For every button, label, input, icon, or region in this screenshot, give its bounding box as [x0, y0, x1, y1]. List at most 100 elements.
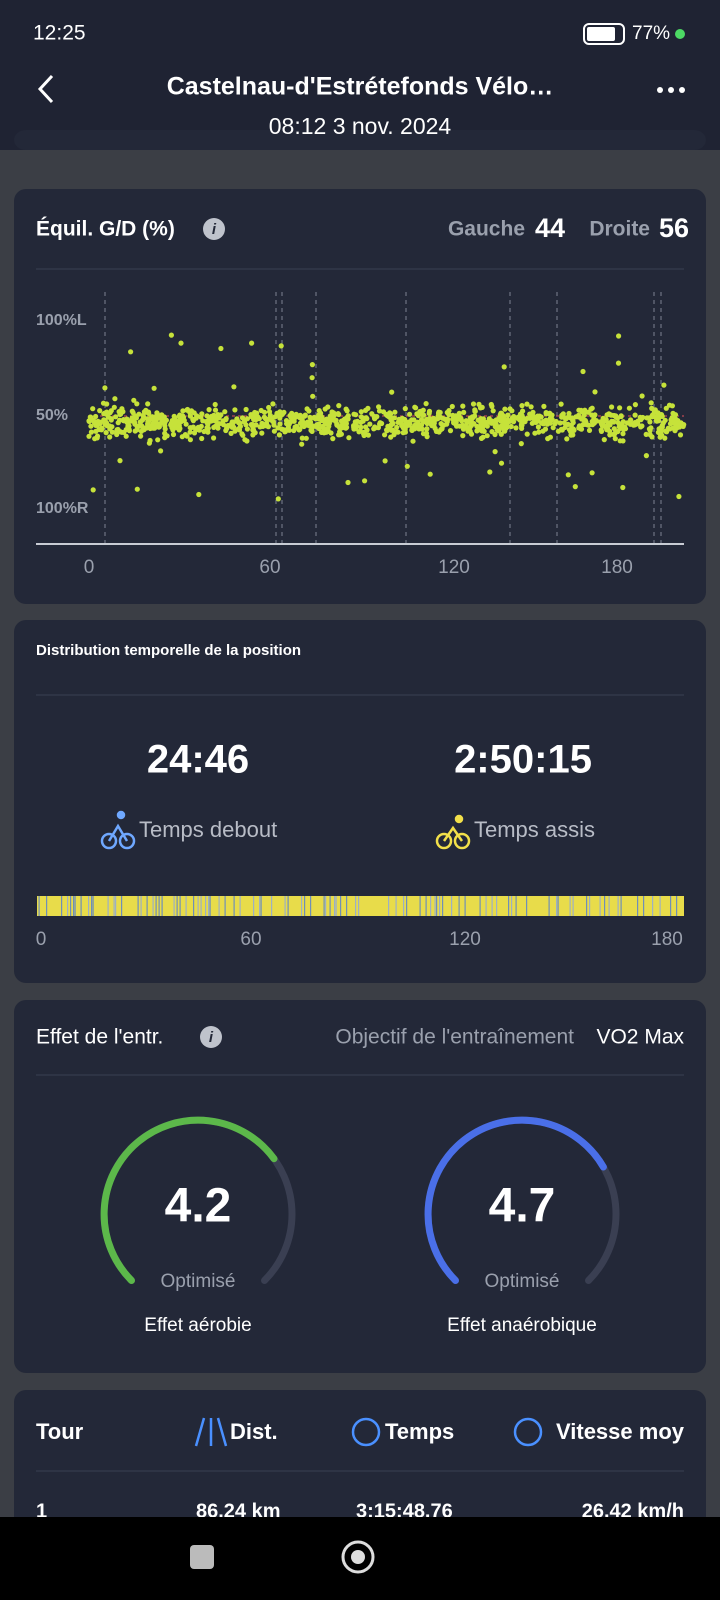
scatter-dot — [384, 413, 390, 419]
scatter-dot — [104, 422, 110, 428]
scatter-dot — [576, 425, 582, 431]
stripe — [608, 896, 610, 916]
status-battery: 77% — [632, 23, 670, 44]
scatter-dot — [477, 426, 484, 432]
back-button[interactable] — [37, 74, 54, 104]
scatter-dot — [407, 411, 413, 417]
scatter-dot — [572, 484, 578, 490]
scatter-dot — [615, 360, 622, 366]
stripe — [209, 896, 211, 916]
scatter-dot — [558, 401, 564, 407]
scatter-dot — [363, 424, 369, 430]
scatter-dot — [400, 425, 406, 431]
stripe — [61, 896, 63, 916]
scatter-dot — [464, 420, 470, 426]
x-label: 60 — [259, 557, 280, 578]
scatter-dot — [431, 423, 437, 429]
stripe — [224, 896, 226, 916]
info-icon[interactable] — [203, 218, 225, 240]
scatter-dot — [223, 427, 229, 434]
stripe — [218, 896, 220, 916]
scatter-dot — [107, 434, 113, 440]
info-icon[interactable] — [200, 1026, 222, 1048]
scatter-dot — [391, 432, 397, 438]
nav-recent[interactable] — [190, 1545, 214, 1569]
scatter-dot — [487, 469, 493, 475]
scatter-dot — [218, 412, 224, 418]
scatter-dot — [675, 420, 681, 426]
stripe — [155, 896, 157, 916]
stripe — [406, 896, 408, 916]
time-icon — [351, 1417, 381, 1447]
stripe — [355, 896, 357, 916]
more-button[interactable] — [657, 87, 685, 93]
scatter-dot — [141, 409, 147, 415]
scatter-dot — [468, 431, 475, 437]
stripe — [158, 896, 160, 916]
scatter-dot — [465, 428, 471, 434]
stripe — [310, 896, 312, 916]
scatter-dot — [531, 416, 537, 422]
col-header: Temps — [385, 1419, 454, 1444]
scatter-dot — [270, 401, 276, 407]
col-header: Tour — [36, 1419, 84, 1444]
nav-home[interactable] — [341, 1540, 375, 1574]
scatter-dot — [406, 422, 412, 428]
cell: 26.42 km/h — [582, 1500, 684, 1522]
scatter-dot — [194, 413, 200, 419]
stripe — [259, 896, 261, 916]
stripe — [67, 896, 69, 916]
scatter-dot — [198, 423, 204, 429]
scatter-dot — [353, 426, 359, 432]
scatter-dot — [259, 430, 265, 436]
scatter-dot — [382, 458, 388, 464]
scatter-dot — [180, 408, 186, 414]
scatter-dot — [649, 434, 655, 440]
scatter-dot — [580, 368, 586, 375]
scatter-dot — [253, 422, 259, 428]
scatter-dot — [638, 417, 644, 423]
scatter-dot — [576, 414, 582, 420]
balance-title: Équil. G/D (%) — [36, 218, 175, 241]
scatter-dot — [265, 424, 271, 430]
status-dot — [675, 29, 685, 39]
scatter-dot — [611, 426, 617, 432]
scatter-dot — [586, 427, 593, 433]
stripe — [643, 896, 645, 916]
scatter-dot — [513, 425, 519, 431]
scatter-dot — [206, 407, 212, 413]
stripe — [346, 896, 348, 916]
stripe — [439, 896, 441, 916]
stripe — [260, 896, 262, 916]
stripe — [46, 896, 48, 916]
scatter-dot — [653, 418, 660, 424]
scatter-dot — [304, 406, 310, 412]
stripe — [620, 896, 622, 916]
scatter-dot — [314, 422, 320, 428]
scatter-dot — [564, 436, 570, 442]
x-label: 60 — [240, 929, 261, 950]
stripe — [496, 896, 498, 916]
scatter-dot — [131, 419, 138, 425]
scatter-dot — [542, 426, 549, 432]
scatter-dot — [303, 435, 309, 441]
scatter-dot — [86, 418, 92, 424]
scatter-dot — [536, 429, 542, 435]
scatter-dot — [155, 437, 161, 443]
scatter-dot — [361, 429, 367, 435]
scatter-dot — [597, 419, 604, 425]
scatter-dot — [228, 430, 234, 436]
scatter-dot — [134, 427, 140, 433]
scatter-dot — [609, 404, 615, 410]
scatter-dot — [90, 487, 96, 493]
dist-icon — [194, 1417, 228, 1447]
scatter-dot — [659, 424, 665, 430]
stripe — [586, 896, 588, 916]
stripe — [425, 896, 427, 916]
scatter-dot — [498, 431, 504, 437]
scatter-dot — [410, 438, 416, 444]
scatter-dot — [322, 406, 328, 412]
right-label: Droite — [589, 218, 650, 241]
scatter-dot — [259, 420, 265, 426]
